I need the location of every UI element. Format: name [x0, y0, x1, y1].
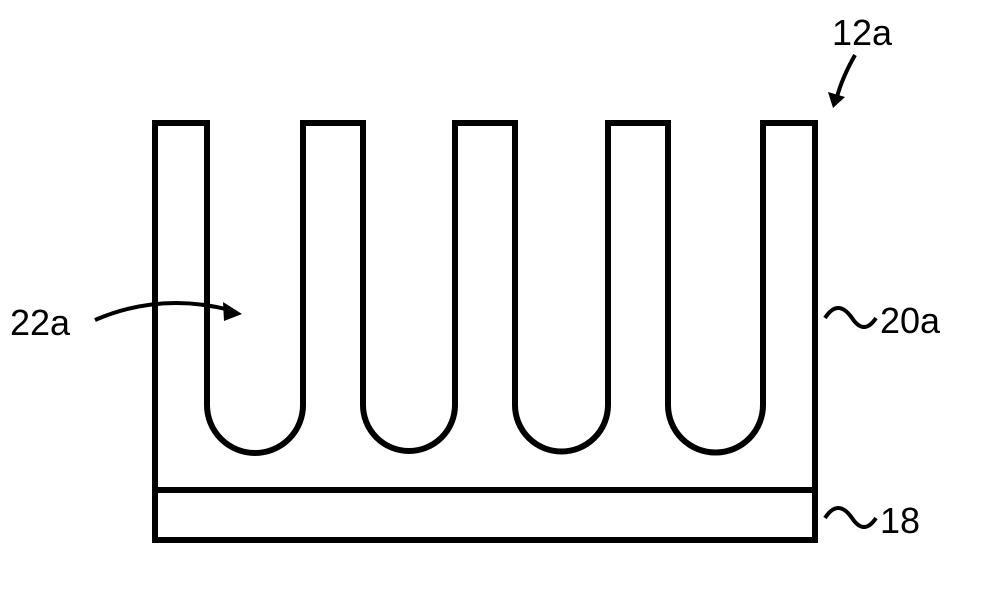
comb-structure-20a: [155, 123, 815, 490]
label-20a: 20a: [880, 300, 940, 342]
leader-20a: [825, 308, 876, 327]
base-layer-18: [155, 490, 815, 540]
cross-section-diagram: 12a 22a 20a 18: [0, 0, 1000, 586]
diagram-svg: [0, 0, 1000, 586]
label-18: 18: [880, 500, 920, 542]
label-12a: 12a: [832, 12, 892, 54]
leader-12a: [828, 55, 855, 108]
label-22a: 22a: [10, 302, 70, 344]
leader-18: [825, 508, 876, 527]
